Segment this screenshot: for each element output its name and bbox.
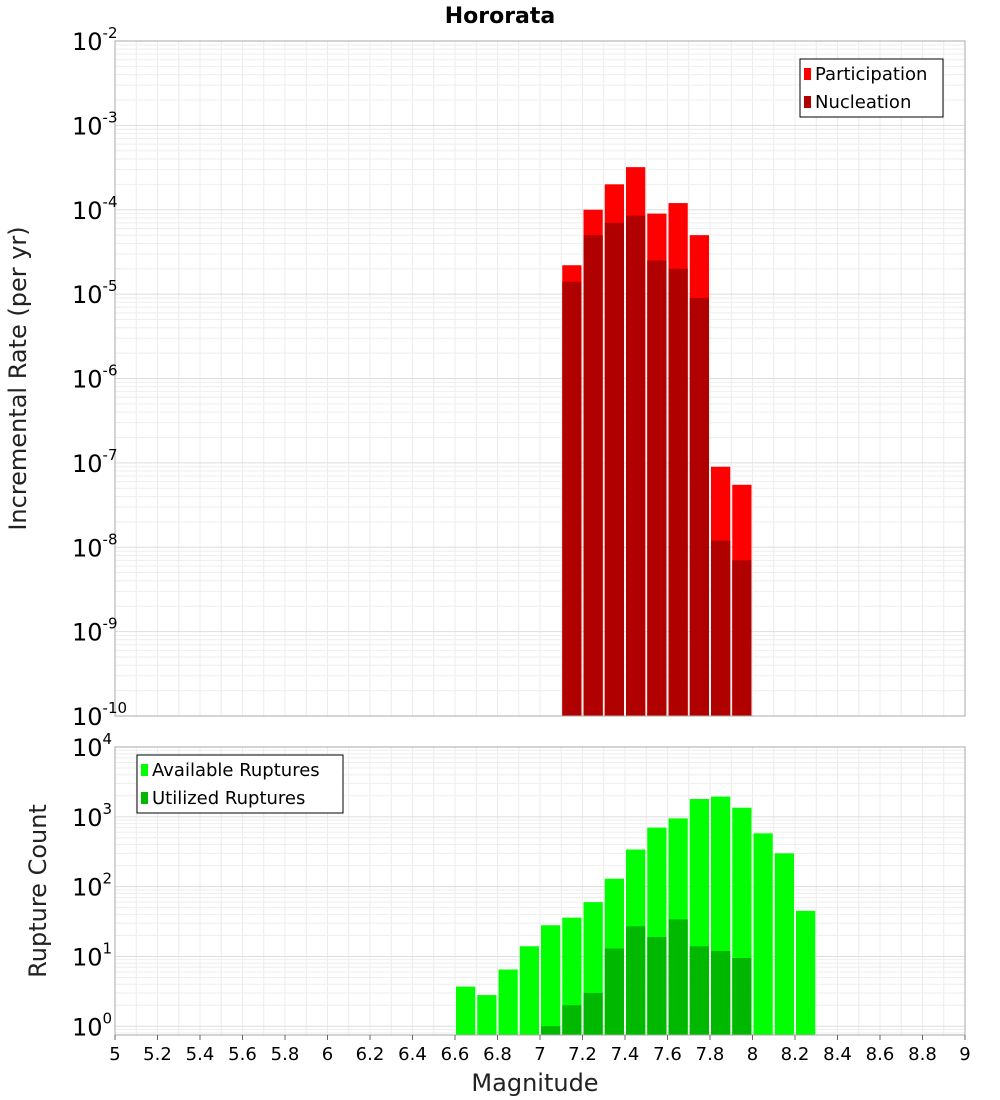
y-tick-label: 10-8 — [72, 530, 118, 562]
bar-utilized-ruptures — [541, 1026, 561, 1035]
x-tick-label: 5.2 — [143, 1044, 172, 1065]
y-axis-label: Incremental Rate (per yr) — [4, 226, 32, 530]
legend-swatch — [804, 96, 811, 108]
x-tick-label: 6.8 — [483, 1044, 512, 1065]
y-tick-label: 10-3 — [72, 108, 118, 140]
bar-utilized-ruptures — [626, 926, 646, 1035]
rate-panel: 10-10 10-9 10-8 10-7 10-6 10-5 10-4 10-3 10-2 Inc… — [4, 4, 966, 731]
legend-label: Utilized Ruptures — [152, 788, 305, 809]
legend-swatch — [141, 764, 148, 776]
x-tick-label: 7 — [534, 1044, 545, 1065]
x-tick-label: 7.8 — [696, 1044, 725, 1065]
x-tick-label: 6.4 — [398, 1044, 427, 1065]
bar-available-ruptures — [541, 925, 561, 1035]
y-tick-label: 10-6 — [72, 362, 118, 394]
y-tick-label: 104 — [72, 730, 112, 762]
x-tick-label: 9 — [959, 1044, 970, 1065]
bar-available-ruptures — [498, 969, 518, 1035]
bar-utilized-ruptures — [583, 992, 603, 1035]
bar-available-ruptures — [456, 986, 476, 1035]
y-tick-label: 10-10 — [72, 699, 127, 731]
plot-border — [114, 40, 966, 717]
bar-nucleation — [689, 297, 709, 716]
y-tick-label: 10-9 — [72, 615, 118, 647]
bar-nucleation — [668, 268, 688, 716]
y-tick-label: 103 — [72, 800, 112, 832]
x-tick-label: 5 — [109, 1044, 120, 1065]
bar-utilized-ruptures — [604, 948, 624, 1035]
x-tick-label: 8 — [747, 1044, 758, 1065]
x-tick-label: 5.4 — [186, 1044, 215, 1065]
bar-nucleation — [626, 215, 646, 717]
bar-nucleation — [583, 235, 603, 716]
bar-utilized-ruptures — [668, 919, 688, 1035]
chart-title: Hororata — [445, 4, 556, 29]
bar-nucleation — [647, 260, 667, 716]
y-tick-label: 10-7 — [72, 446, 118, 478]
bar-utilized-ruptures — [732, 958, 752, 1035]
bar-available-ruptures — [774, 853, 794, 1035]
x-tick-label: 8.6 — [866, 1044, 895, 1065]
bar-nucleation — [732, 560, 752, 716]
x-tick-label: 7.6 — [653, 1044, 682, 1065]
y-axis-label: Rupture Count — [24, 804, 52, 978]
bar-nucleation — [711, 540, 731, 716]
bar-available-ruptures — [477, 995, 497, 1035]
bar-utilized-ruptures — [562, 1005, 582, 1035]
x-tick-label: 8.8 — [908, 1044, 937, 1065]
y-tick-label: 101 — [72, 939, 112, 971]
x-tick-label: 6.6 — [441, 1044, 470, 1065]
bar-available-ruptures — [796, 910, 816, 1035]
x-tick-label: 6.2 — [356, 1044, 385, 1065]
x-axis-label: Magnitude — [471, 1069, 598, 1097]
x-tick-label: 7.2 — [568, 1044, 597, 1065]
y-tick-label: 10-5 — [72, 277, 118, 309]
bar-available-ruptures — [753, 833, 773, 1035]
bar-utilized-ruptures — [711, 950, 731, 1035]
y-tick-label: 100 — [72, 1009, 112, 1041]
bar-utilized-ruptures — [647, 936, 667, 1035]
x-tick-label: 6 — [322, 1044, 333, 1065]
y-tick-label: 10-2 — [72, 24, 118, 56]
x-tick-label: 8.2 — [781, 1044, 810, 1065]
legend-box — [799, 58, 944, 118]
bar-utilized-ruptures — [689, 946, 709, 1035]
bar-available-ruptures — [519, 946, 539, 1035]
bar-nucleation — [604, 222, 624, 716]
count-panel: 100 101 102 103 104 Rupture Count Available Ru… — [24, 730, 971, 1097]
x-tick-label: 5.8 — [271, 1044, 300, 1065]
y-tick-label: 10-4 — [72, 193, 118, 225]
legend: Participation Nucleation — [799, 58, 944, 118]
x-tick-label: 5.6 — [228, 1044, 257, 1065]
legend-label: Participation — [815, 64, 927, 85]
legend-label: Available Ruptures — [152, 760, 320, 781]
x-tick-label: 7.4 — [611, 1044, 640, 1065]
legend-swatch — [804, 68, 811, 80]
legend-box — [136, 754, 344, 814]
y-tick-label: 102 — [72, 870, 112, 902]
x-tick-label: 8.4 — [823, 1044, 852, 1065]
legend: Available Ruptures Utilized Ruptures — [136, 754, 344, 814]
bar-nucleation — [562, 281, 582, 716]
legend-swatch — [141, 792, 148, 804]
legend-label: Nucleation — [815, 92, 911, 113]
